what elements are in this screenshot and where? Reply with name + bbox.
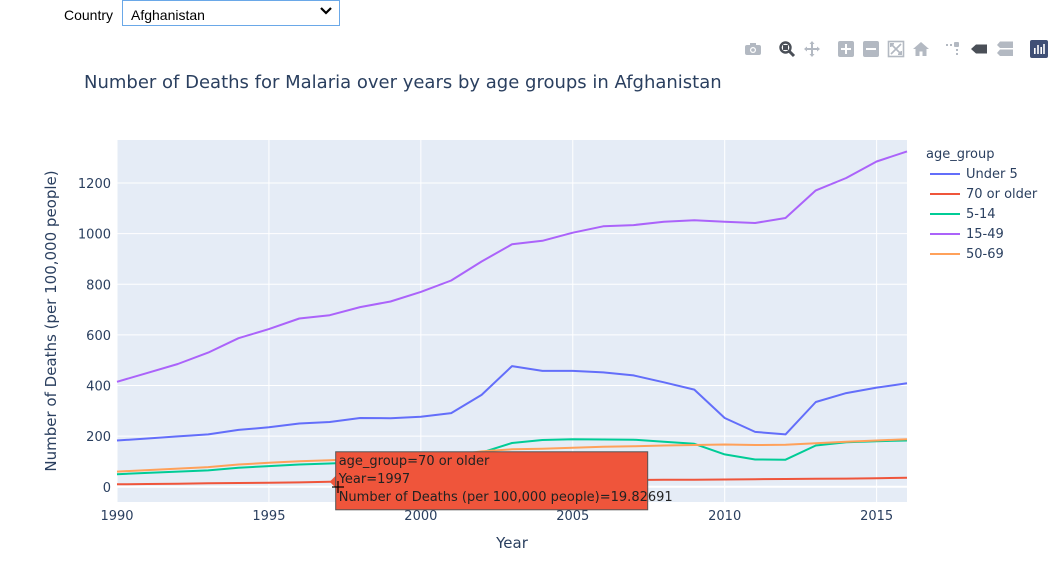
autoscale-icon[interactable] [887, 40, 907, 60]
reset-axes-icon[interactable] [912, 40, 932, 60]
x-axis-title: Year [495, 534, 529, 552]
country-dropdown[interactable]: Afghanistan [122, 0, 340, 26]
tooltip-box [335, 451, 649, 511]
legend-item[interactable]: 15-49 [930, 227, 1004, 242]
y-tick-label: 1000 [78, 228, 111, 243]
x-tick-label: 1995 [252, 509, 285, 524]
series-line-15-49[interactable] [116, 150, 908, 383]
plot-area [117, 140, 907, 502]
hover-tooltip: age_group=70 or older Year=1997 Number of … [329, 451, 673, 511]
crosshair-cursor-icon [332, 481, 344, 493]
x-tick-label: 2005 [556, 509, 589, 524]
legend-label: 50-69 [966, 247, 1004, 262]
chart-title: Number of Deaths for Malaria over years … [84, 72, 722, 93]
spike-lines-icon[interactable] [944, 40, 964, 60]
hover-compare-icon[interactable] [996, 40, 1016, 60]
country-label: Country [64, 7, 114, 23]
y-tick-label: 800 [86, 278, 111, 293]
legend: age_group Under 5 70 or older 5-14 15-49 50-… [926, 147, 1038, 262]
x-tick-label: 2000 [404, 509, 437, 524]
legend-label: 15-49 [966, 227, 1004, 242]
country-selector-row: Country Afghanistan [0, 0, 360, 28]
y-tick-label: 600 [86, 329, 111, 344]
y-tick-label: 200 [86, 430, 111, 445]
zoom-icon[interactable] [778, 40, 798, 60]
x-tick-label: 2010 [708, 509, 741, 524]
legend-item[interactable]: Under 5 [930, 167, 1018, 182]
camera-icon[interactable] [744, 40, 764, 60]
x-tick-label: 2015 [860, 509, 893, 524]
tooltip-line: age_group=70 or older [339, 454, 490, 469]
x-axis-ticks: 1990 1995 2000 2005 2010 2015 [100, 509, 893, 524]
tooltip-pointer [329, 475, 336, 488]
chevron-down-icon [320, 7, 332, 15]
tooltip-line: Year=1997 [338, 472, 411, 487]
zoom-out-icon[interactable] [862, 40, 882, 60]
zoom-in-icon[interactable] [837, 40, 857, 60]
series-line-5-14[interactable] [116, 438, 908, 476]
legend-item[interactable]: 70 or older [930, 187, 1038, 202]
y-tick-label: 0 [103, 481, 111, 496]
tooltip-line: Number of Deaths (per 100,000 people)=19… [339, 490, 673, 505]
legend-label: 5-14 [966, 207, 996, 222]
legend-item[interactable]: 50-69 [930, 247, 1004, 262]
y-axis-title: Number of Deaths (per 100,000 people) [42, 170, 60, 471]
y-tick-label: 400 [86, 380, 111, 395]
hover-closest-icon[interactable] [970, 40, 990, 60]
plotly-logo-icon[interactable] [1030, 40, 1050, 60]
y-axis-ticks: 0 200 400 600 800 1000 1200 [78, 177, 111, 496]
country-dropdown-value: Afghanistan [131, 7, 205, 23]
legend-title: age_group [926, 147, 994, 162]
pan-icon[interactable] [803, 40, 823, 60]
x-tick-label: 1990 [100, 509, 133, 524]
series-line-under-5[interactable] [116, 365, 908, 442]
legend-label: Under 5 [966, 167, 1018, 182]
y-tick-label: 1200 [78, 177, 111, 192]
modebar [740, 40, 1056, 62]
legend-label: 70 or older [966, 187, 1038, 202]
series-line-50-69[interactable] [116, 438, 908, 473]
legend-item[interactable]: 5-14 [930, 207, 996, 222]
